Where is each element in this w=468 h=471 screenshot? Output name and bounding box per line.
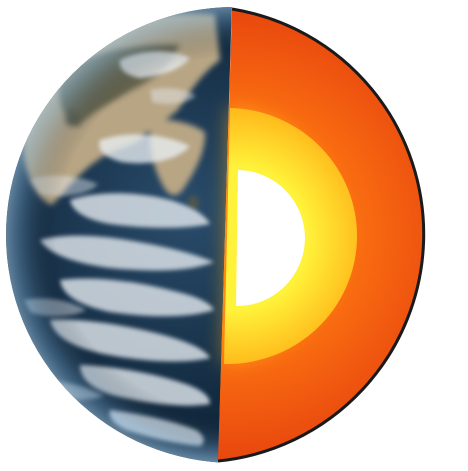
earth-cross-section bbox=[218, 9, 424, 461]
atmosphere-limb bbox=[6, 7, 232, 463]
inner-core-layer bbox=[236, 170, 305, 307]
globe-outline bbox=[217, 7, 426, 463]
